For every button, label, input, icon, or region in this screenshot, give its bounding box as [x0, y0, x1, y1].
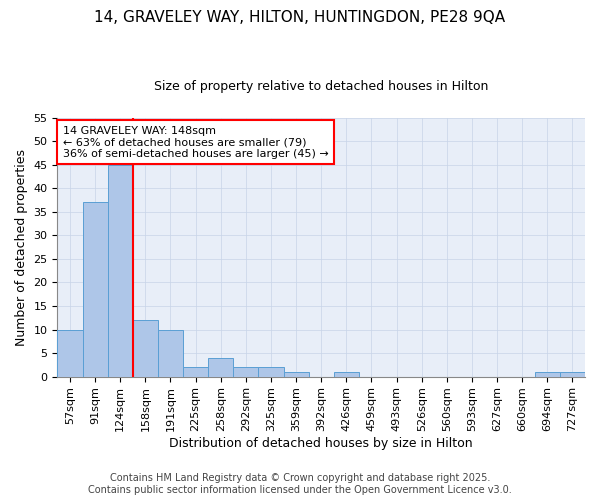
Bar [83, 202, 107, 376]
Bar [259, 367, 284, 376]
Title: Size of property relative to detached houses in Hilton: Size of property relative to detached ho… [154, 80, 488, 93]
Text: Contains HM Land Registry data © Crown copyright and database right 2025.
Contai: Contains HM Land Registry data © Crown c… [88, 474, 512, 495]
Text: 14 GRAVELEY WAY: 148sqm
← 63% of detached houses are smaller (79)
36% of semi-de: 14 GRAVELEY WAY: 148sqm ← 63% of detache… [62, 126, 328, 158]
Bar [107, 165, 133, 376]
Bar [535, 372, 560, 376]
Bar [233, 367, 259, 376]
Bar [208, 358, 233, 376]
Y-axis label: Number of detached properties: Number of detached properties [15, 148, 28, 346]
Bar [560, 372, 585, 376]
Bar [133, 320, 158, 376]
Bar [334, 372, 359, 376]
X-axis label: Distribution of detached houses by size in Hilton: Distribution of detached houses by size … [169, 437, 473, 450]
Text: 14, GRAVELEY WAY, HILTON, HUNTINGDON, PE28 9QA: 14, GRAVELEY WAY, HILTON, HUNTINGDON, PE… [94, 10, 506, 25]
Bar [183, 367, 208, 376]
Bar [58, 330, 83, 376]
Bar [284, 372, 308, 376]
Bar [158, 330, 183, 376]
